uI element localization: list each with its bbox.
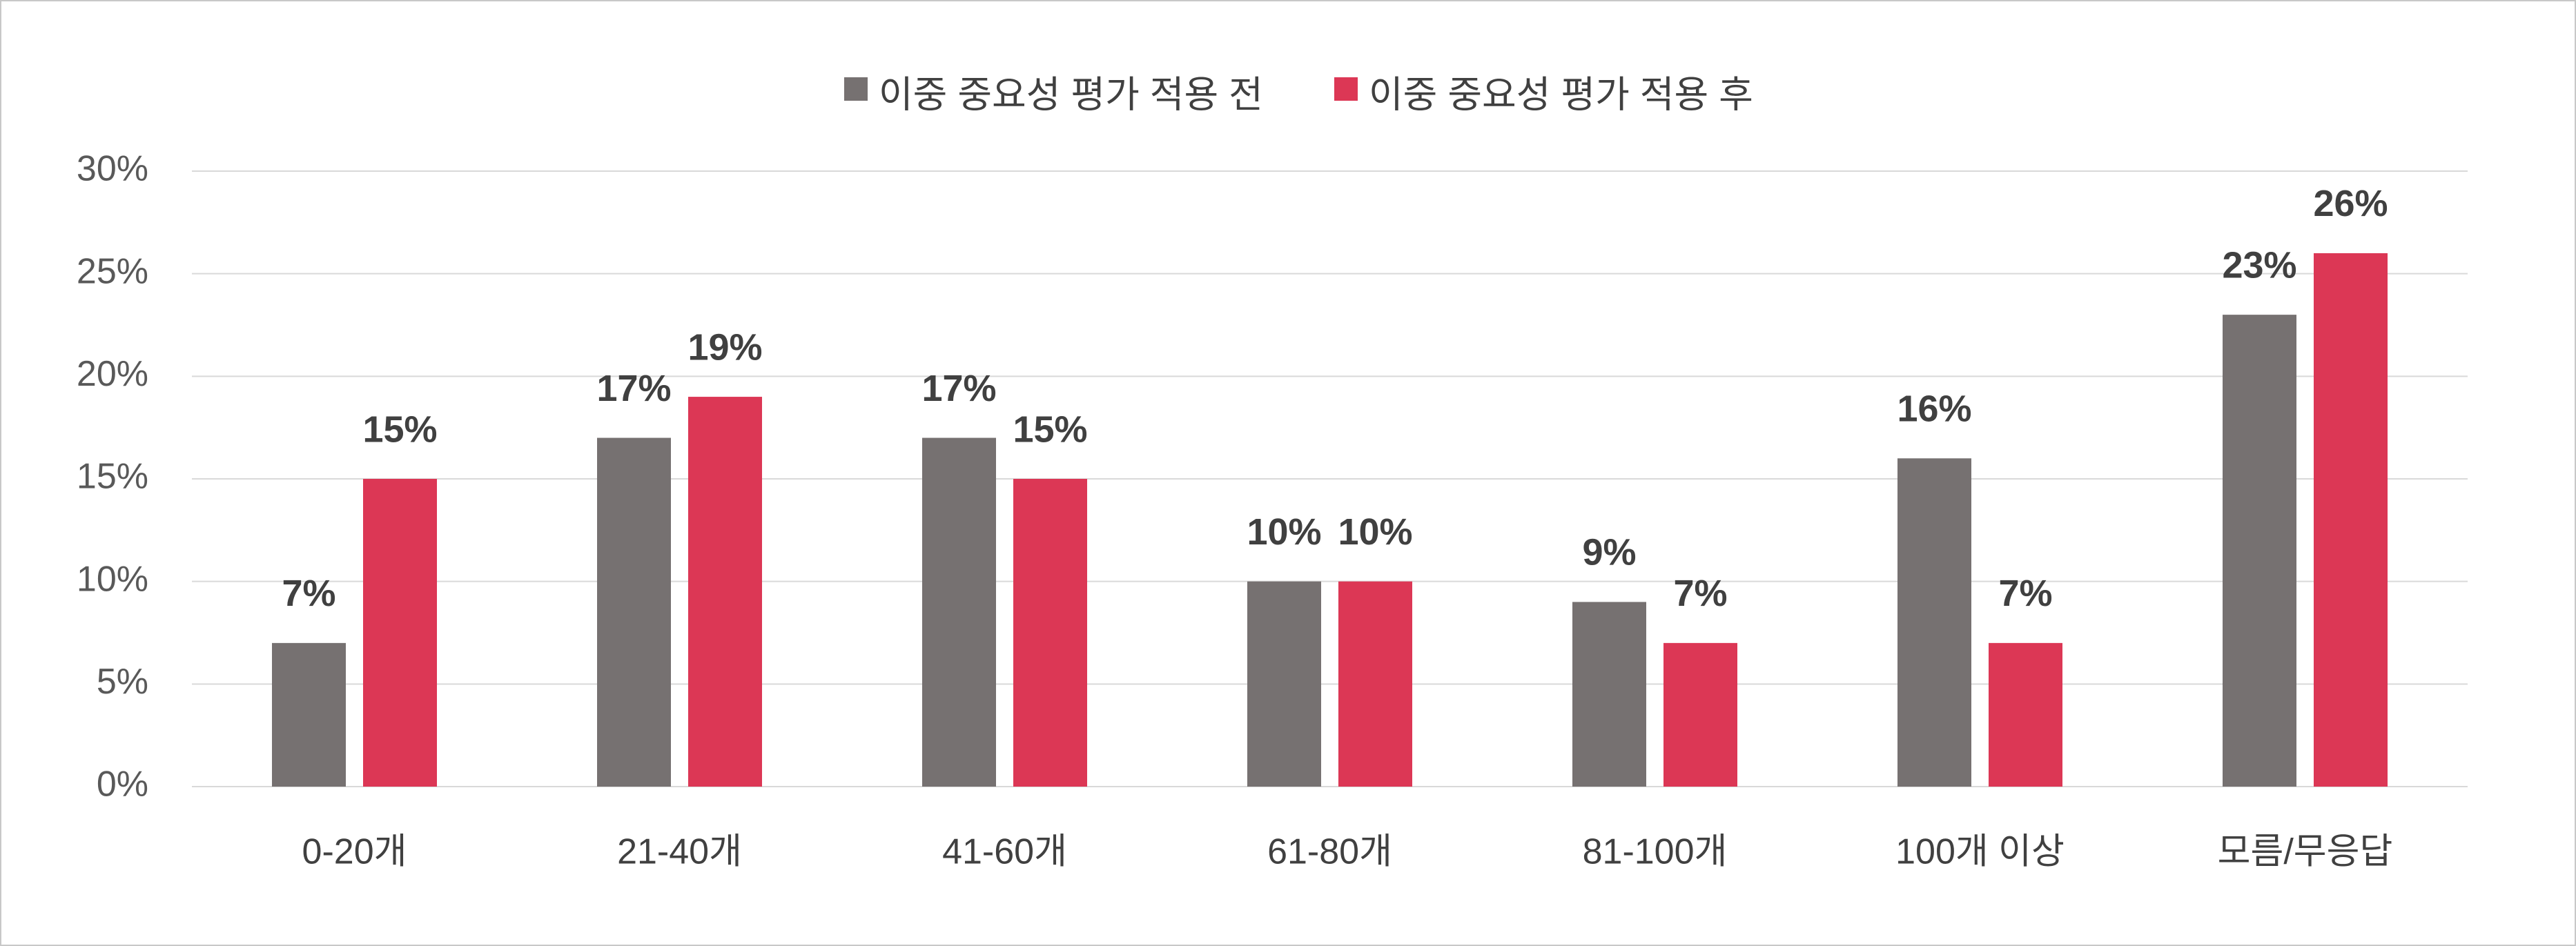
value-label: 9%: [1582, 532, 1636, 573]
bar: [922, 437, 996, 787]
bar: [363, 479, 437, 787]
bar: [1013, 479, 1087, 787]
bar: [1663, 642, 1737, 787]
y-tick-label: 25%: [77, 251, 148, 291]
bar: [688, 397, 762, 787]
value-label: 10%: [1338, 511, 1412, 553]
bar: [597, 437, 671, 787]
x-tick-label: 61-80개: [1267, 832, 1392, 872]
x-tick-label: 21-40개: [617, 832, 742, 872]
value-label: 16%: [1897, 388, 1971, 430]
x-tick-label: 100개 이상: [1895, 832, 2065, 872]
value-label: 15%: [362, 408, 437, 450]
x-tick-label: 81-100개: [1583, 832, 1728, 872]
y-tick-label: 30%: [77, 149, 148, 189]
bar: [272, 642, 346, 787]
bar: [1338, 581, 1412, 787]
bar: [1247, 581, 1321, 787]
value-label: 7%: [1998, 573, 2052, 614]
y-tick-label: 20%: [77, 354, 148, 394]
value-label: 17%: [596, 368, 671, 409]
y-tick-label: 0%: [97, 765, 148, 805]
y-tick-label: 5%: [97, 662, 148, 702]
value-label: 19%: [687, 326, 762, 368]
bar: [1572, 602, 1646, 787]
value-label: 23%: [2222, 244, 2296, 286]
y-tick-label: 10%: [77, 559, 148, 599]
x-tick-label: 모름/무응답: [2218, 832, 2393, 872]
x-tick-label: 0-20개: [302, 832, 407, 872]
legend-label: 이중 중요성 평가 적용 전: [879, 74, 1263, 115]
value-label: 10%: [1247, 511, 1321, 553]
value-label: 7%: [1673, 573, 1727, 614]
value-label: 15%: [1013, 408, 1087, 450]
value-label: 7%: [282, 573, 335, 614]
legend-swatch: [844, 77, 868, 101]
x-tick-label: 41-60개: [942, 832, 1067, 872]
y-tick-label: 15%: [77, 457, 148, 497]
legend-swatch: [1334, 77, 1358, 101]
bar: [2314, 253, 2388, 787]
bar: [2223, 315, 2296, 787]
bar: [1897, 458, 1971, 787]
value-label: 26%: [2313, 183, 2388, 224]
legend-label: 이중 중요성 평가 적용 후: [1369, 74, 1753, 115]
value-label: 17%: [921, 368, 996, 409]
bar: [1989, 642, 2062, 787]
